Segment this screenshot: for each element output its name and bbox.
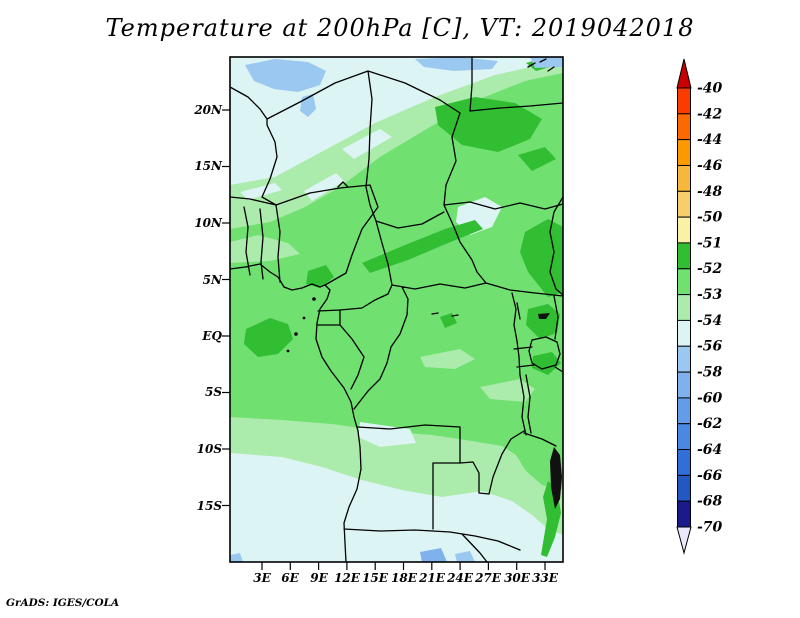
lat-label: 10N: [194, 216, 222, 230]
contour-fill-regions: [230, 57, 563, 562]
colorbar-tick-label: -56: [697, 339, 723, 355]
colorbar-segment: [677, 165, 691, 192]
lon-label: 12E: [334, 571, 360, 585]
lon-label: 21E: [419, 571, 445, 585]
colorbar-tick-label: -53: [697, 287, 723, 303]
island-dot: [302, 316, 306, 320]
colorbar-tick-label: -70: [697, 520, 723, 536]
contour-region: [420, 548, 447, 562]
map-plot: [222, 56, 564, 570]
island-dots: [286, 297, 316, 353]
island-dot: [286, 349, 290, 353]
lake-kyoga: [538, 313, 550, 319]
lon-label: 6E: [281, 571, 299, 585]
plot-title: Temperature at 200hPa [C], VT: 201904201…: [105, 14, 695, 42]
map-frame: [229, 56, 564, 563]
colorbar-tick-label: -50: [697, 210, 723, 226]
colorbar-tick-label: -54: [697, 313, 722, 329]
contour-region: [244, 318, 293, 357]
colorbar-tick-label: -64: [697, 442, 722, 458]
colorbar-segment: [677, 423, 691, 451]
colorbar-segment: [677, 87, 691, 115]
lon-label: 33E: [532, 571, 558, 585]
colorbar-tick-label: -58: [697, 365, 723, 381]
colorbar-segment: [677, 216, 691, 244]
colorbar-under-arrow: [676, 526, 692, 555]
lake-malawi: [550, 447, 562, 509]
contour-region: [518, 147, 556, 171]
colorbar-segment: [677, 397, 691, 425]
colorbar-segment: [677, 294, 691, 322]
lon-label: 9E: [310, 571, 328, 585]
colorbar-over-arrow: [676, 58, 692, 89]
colorbar-tick-label: -40: [697, 81, 723, 97]
contour-region: [230, 73, 563, 490]
colorbar-tick-label: -51: [697, 235, 722, 251]
contour-region: [526, 304, 560, 339]
colorbar-segment: [677, 371, 691, 399]
colorbar-tick-label: -44: [697, 132, 722, 148]
island-dot: [312, 297, 316, 301]
lat-label: EQ: [202, 329, 222, 343]
grads-credit: GrADS: IGES/COLA: [6, 597, 120, 609]
colorbar-tick-label: -48: [697, 184, 723, 200]
colorbar-tick-label: -46: [697, 158, 723, 174]
contour-region: [230, 553, 243, 562]
colorbar-tick-label: -62: [697, 416, 723, 432]
island-dot: [294, 332, 298, 336]
contour-region: [245, 59, 326, 92]
lon-label: 15E: [362, 571, 388, 585]
lon-label: 3E: [253, 571, 271, 585]
contour-region: [415, 57, 498, 71]
lat-label: 10S: [196, 442, 222, 456]
colorbar-segment: [677, 113, 691, 141]
contour-region: [342, 129, 392, 159]
colorbar-tick-label: -66: [697, 468, 723, 484]
colorbar-tick-label: -42: [697, 106, 723, 122]
contour-region: [435, 97, 542, 152]
colorbar-segment: [677, 345, 691, 373]
lon-label: 27E: [475, 571, 501, 585]
lon-label: 30E: [504, 571, 530, 585]
contour-region: [530, 57, 563, 68]
lat-label: 5S: [204, 385, 222, 399]
contour-region: [306, 265, 334, 288]
country-borders: [229, 56, 564, 563]
colorbar-tick-label: -68: [697, 494, 723, 510]
contour-region: [240, 183, 282, 200]
contour-region: [532, 352, 561, 375]
lon-label: 24E: [447, 571, 473, 585]
colorbar-segment: [677, 500, 691, 528]
colorbar-segment: [677, 190, 691, 218]
colorbar-segment: [677, 474, 691, 502]
colorbar-tick-label: -60: [697, 390, 723, 406]
lat-label: 15S: [196, 499, 222, 513]
contour-region: [304, 173, 344, 201]
colorbar-segment: [677, 268, 691, 296]
colorbar-segment: [677, 449, 691, 476]
contour-region: [420, 349, 475, 369]
colorbar-tick-label: -52: [697, 261, 723, 277]
colorbar-segment: [677, 242, 691, 270]
colorbar-segment: [677, 319, 691, 347]
lon-label: 18E: [391, 571, 417, 585]
contour-region: [455, 551, 475, 562]
colorbar: -40 -42 -44 -46 -48 -50 -51 -52 -53 -54 …: [676, 58, 723, 555]
contour-region: [230, 235, 300, 263]
contour-region: [362, 220, 483, 273]
axis-ticks: [222, 109, 546, 570]
colorbar-segment: [677, 139, 691, 166]
contour-region: [440, 313, 457, 328]
lat-label: 5N: [202, 273, 222, 287]
lat-label: 15N: [194, 159, 222, 173]
lat-label: 20N: [194, 103, 222, 117]
